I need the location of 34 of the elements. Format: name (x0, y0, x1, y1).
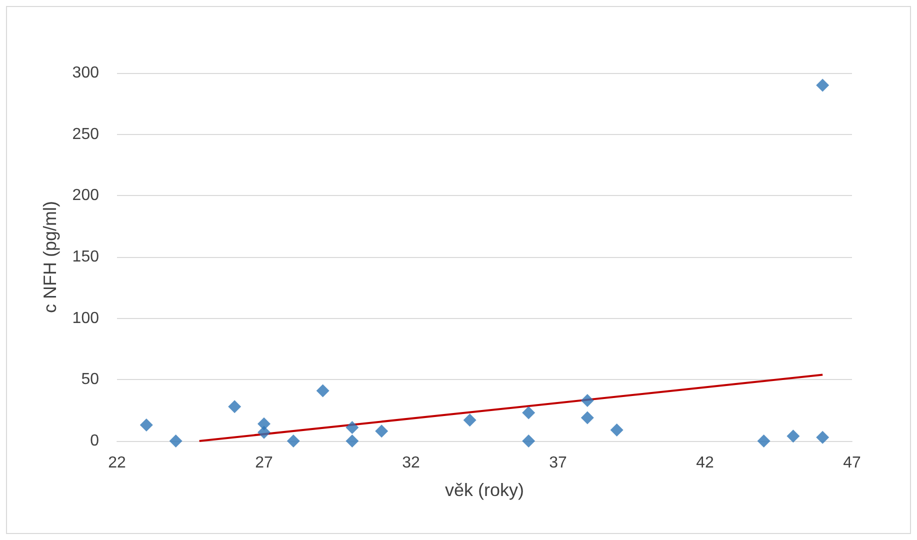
point (228, 400, 242, 414)
point (463, 414, 476, 427)
x-axis-title: věk (roky) (444, 480, 524, 500)
x-tick-label: 37 (549, 454, 567, 472)
x-tick-label: 27 (255, 454, 273, 472)
y-axis-title: c NFH (pg/ml) (40, 201, 60, 313)
point (522, 434, 536, 448)
point (140, 418, 153, 432)
x-tick-label: 47 (843, 454, 861, 472)
y-tick-label: 200 (72, 187, 100, 204)
point (169, 434, 182, 448)
x-tick-label: 22 (108, 454, 126, 472)
y-tick-label: 250 (72, 126, 100, 143)
point (610, 423, 624, 436)
y-tick-label: 100 (72, 310, 100, 327)
point (346, 434, 359, 448)
point (816, 78, 830, 92)
point (375, 424, 388, 438)
point (816, 430, 830, 444)
point (580, 411, 594, 424)
point (346, 421, 359, 434)
y-tick-label: 150 (72, 248, 100, 266)
point (258, 426, 270, 439)
y-tick-label: 50 (81, 371, 100, 388)
y-tick-label: 0 (90, 432, 100, 450)
point (316, 384, 330, 398)
point (522, 406, 536, 420)
x-tick-label: 42 (696, 454, 714, 472)
x-tick-label: 32 (402, 454, 420, 472)
point (786, 430, 800, 443)
point (286, 434, 300, 448)
point (580, 394, 594, 408)
y-tick-label: 300 (72, 64, 100, 82)
point (757, 434, 770, 448)
